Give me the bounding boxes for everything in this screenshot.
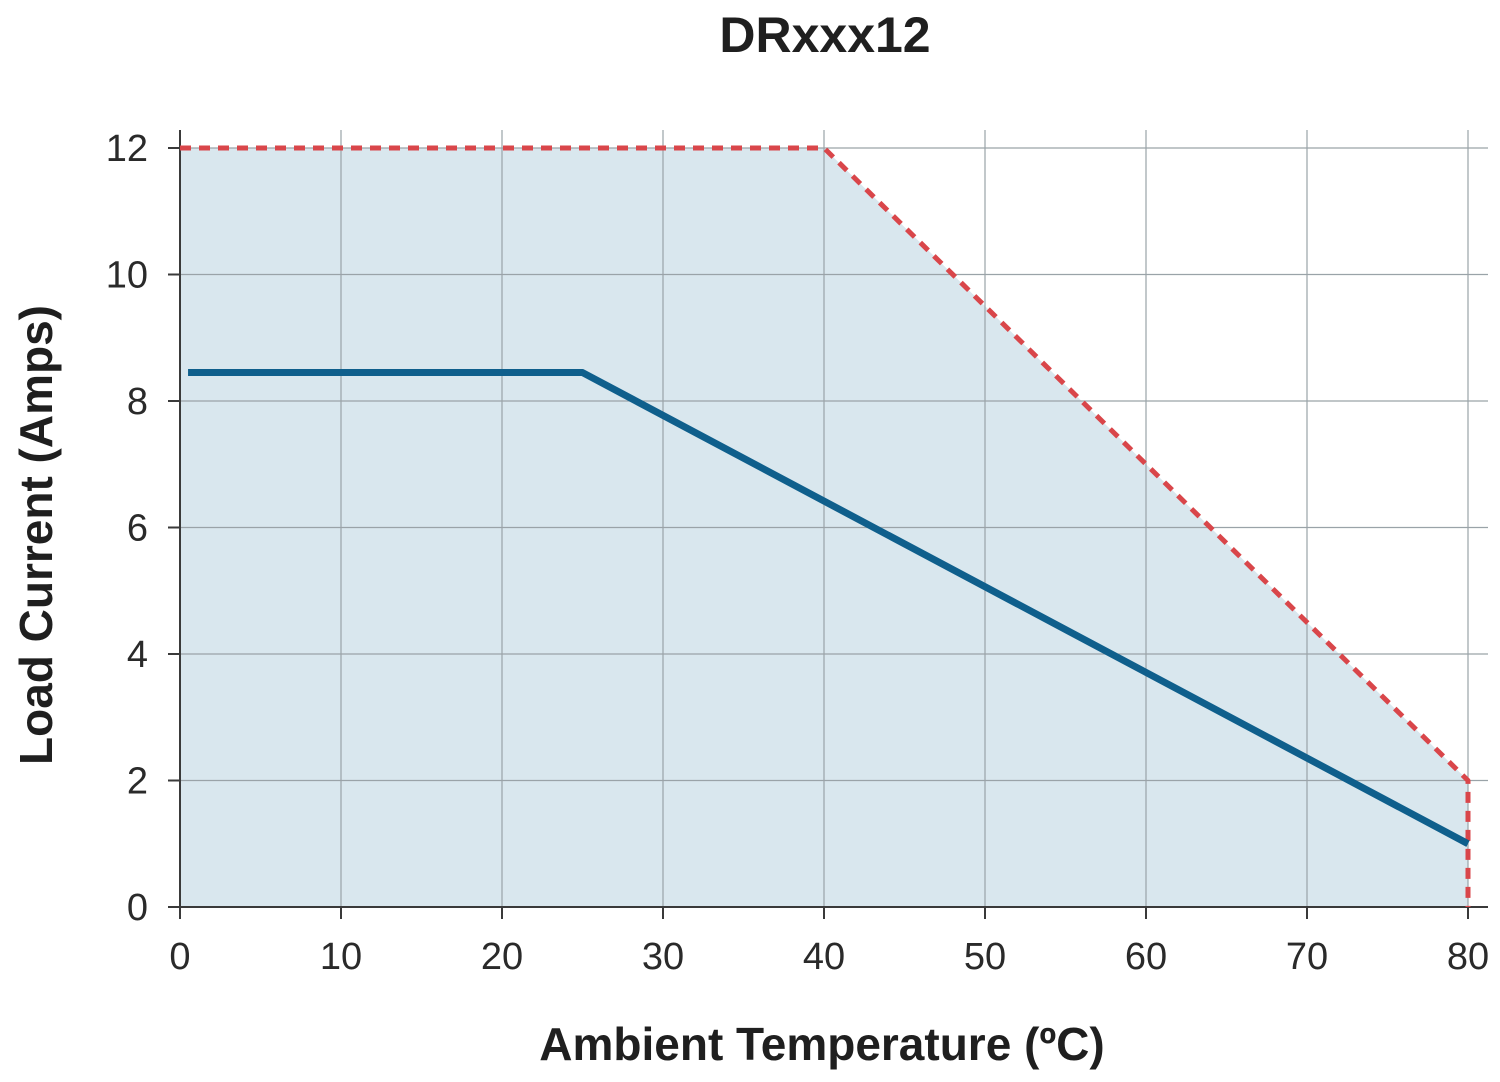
y-tick-label: 12: [106, 128, 148, 170]
axes: [168, 130, 1488, 919]
tick-labels: 0 10 20 30 40 50 60 70 80 0 2 4 6 8 10 12: [106, 128, 1489, 978]
chart-title: DRxxx12: [719, 7, 930, 63]
x-tick-label: 50: [964, 936, 1006, 978]
load-current-line: [188, 369, 1470, 847]
x-axis-title: Ambient Temperature (ºC): [539, 1018, 1104, 1070]
x-tick-label: 0: [169, 936, 190, 978]
x-tick-label: 70: [1286, 936, 1328, 978]
x-tick-label: 60: [1125, 936, 1167, 978]
x-tick-label: 30: [642, 936, 684, 978]
y-tick-label: 4: [127, 634, 148, 676]
series-group: [180, 145, 1471, 907]
y-tick-label: 2: [127, 761, 148, 803]
x-tick-label: 80: [1447, 936, 1489, 978]
y-tick-label: 6: [127, 508, 148, 550]
y-axis-title: Load Current (Amps): [10, 305, 62, 765]
y-tick-label: 10: [106, 255, 148, 297]
x-tick-label: 20: [481, 936, 523, 978]
y-tick-label: 8: [127, 381, 148, 423]
x-tick-label: 40: [803, 936, 845, 978]
x-tick-label: 10: [320, 936, 362, 978]
y-tick-label: 0: [127, 887, 148, 929]
grid: [180, 130, 1488, 907]
